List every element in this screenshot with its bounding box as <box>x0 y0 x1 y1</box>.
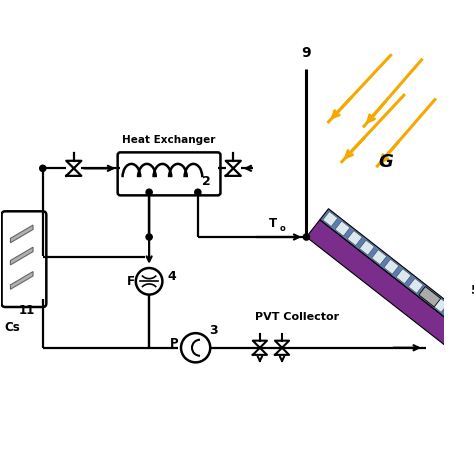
FancyBboxPatch shape <box>1 211 46 307</box>
Polygon shape <box>347 231 362 246</box>
Text: o: o <box>280 225 285 234</box>
Polygon shape <box>396 269 411 284</box>
Text: T: T <box>269 218 277 230</box>
Polygon shape <box>359 240 374 255</box>
Circle shape <box>195 189 201 195</box>
Polygon shape <box>372 250 387 264</box>
Polygon shape <box>320 209 474 334</box>
Polygon shape <box>457 317 472 331</box>
Polygon shape <box>445 307 460 322</box>
Text: 9: 9 <box>301 46 311 60</box>
Text: 11: 11 <box>19 304 36 317</box>
Polygon shape <box>409 278 423 293</box>
Text: 4: 4 <box>168 270 176 283</box>
Circle shape <box>146 189 152 195</box>
Polygon shape <box>433 298 448 312</box>
Text: Heat Exchanger: Heat Exchanger <box>122 135 216 145</box>
Circle shape <box>146 234 152 240</box>
Text: Cs: Cs <box>4 321 19 334</box>
Circle shape <box>40 165 46 172</box>
Circle shape <box>181 333 210 363</box>
Polygon shape <box>10 247 33 265</box>
Text: G: G <box>379 153 393 171</box>
Circle shape <box>303 234 310 240</box>
Text: 2: 2 <box>202 175 211 188</box>
Polygon shape <box>419 286 441 307</box>
Polygon shape <box>323 211 338 227</box>
Text: 3: 3 <box>209 324 218 337</box>
Polygon shape <box>10 225 33 243</box>
Text: PVT Collector: PVT Collector <box>255 312 339 322</box>
FancyBboxPatch shape <box>118 152 220 195</box>
Polygon shape <box>335 221 350 236</box>
Polygon shape <box>420 288 436 303</box>
Text: 5: 5 <box>471 284 474 298</box>
Polygon shape <box>306 220 466 352</box>
Text: P: P <box>170 337 179 350</box>
Text: F: F <box>127 275 135 288</box>
Circle shape <box>136 268 163 295</box>
Polygon shape <box>10 272 33 289</box>
Polygon shape <box>384 259 399 274</box>
